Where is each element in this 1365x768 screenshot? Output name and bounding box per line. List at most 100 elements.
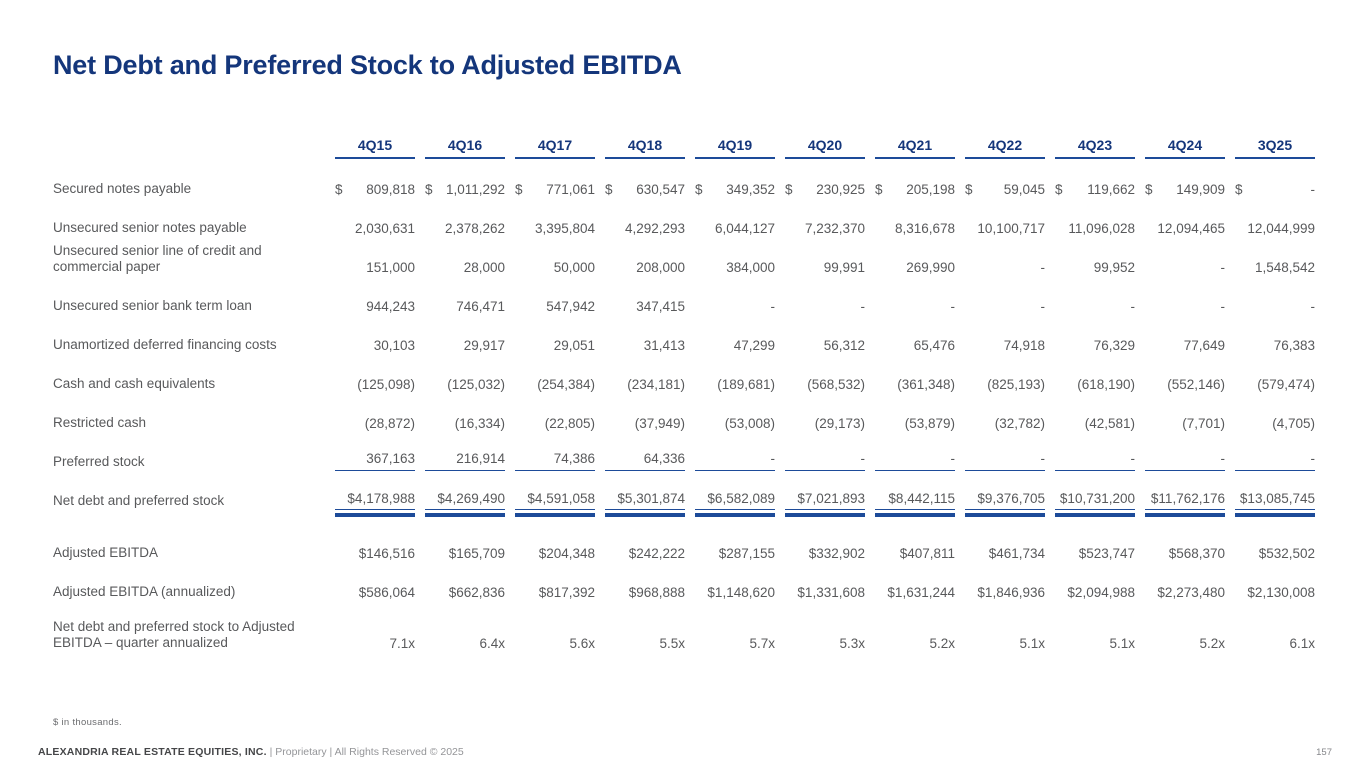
row-label: Adjusted EBITDA [53, 545, 159, 560]
table-cell: 30,103 [325, 337, 415, 354]
table-cell: $630,547 [595, 181, 685, 198]
table-cell: 5.1x [1045, 635, 1135, 652]
cell-value-wrap: $461,734 [965, 545, 1045, 562]
page-number: 157 [1316, 747, 1332, 758]
cell-value-wrap: (28,872) [335, 415, 415, 432]
cell-value: (22,805) [544, 416, 595, 431]
table-cell: 944,243 [325, 298, 415, 315]
table-cell: 5.7x [685, 635, 775, 652]
cell-value-wrap: - [785, 298, 866, 315]
cell-value-wrap: 6.1x [1235, 635, 1315, 652]
table-cell: $4,269,490 [415, 490, 505, 517]
cell-value: 31,413 [643, 338, 685, 353]
cell-value: 367,163 [366, 451, 415, 466]
cell-value-wrap: - [1055, 450, 1135, 471]
table-cell: 56,312 [775, 337, 865, 354]
table-cell: $242,222 [595, 545, 685, 562]
cell-value: 64,336 [643, 451, 685, 466]
cell-value-wrap: $8,442,115 [875, 490, 955, 510]
cell-value-wrap: 384,000 [695, 259, 775, 276]
table-cell: 7,232,370 [775, 220, 865, 237]
cell-value: 29,917 [463, 338, 505, 353]
cell-value-wrap: $119,662 [1055, 181, 1135, 198]
cell-value-wrap: $6,582,089 [695, 490, 775, 510]
cell-value-wrap: 29,917 [425, 337, 505, 354]
dollar-sign: $ [605, 182, 613, 197]
cell-value: $9,376,705 [977, 491, 1045, 506]
cell-value: $146,516 [358, 546, 415, 561]
table-cell: $59,045 [955, 181, 1045, 198]
table-cell: $1,148,620 [685, 584, 775, 601]
cell-value-wrap: 5.2x [1145, 635, 1225, 652]
cell-value: 99,991 [823, 260, 865, 275]
cell-value-wrap: $2,094,988 [1055, 584, 1135, 601]
table-cell: 5.5x [595, 635, 685, 652]
cell-value-wrap: (29,173) [785, 415, 865, 432]
cell-value: 5.7x [749, 636, 775, 651]
table-cell: $1,846,936 [955, 584, 1045, 601]
cell-value-wrap: - [965, 298, 1046, 315]
table-cell: - [1045, 450, 1135, 471]
table-cell: $ - [1225, 181, 1315, 198]
table-cell: 74,386 [505, 450, 595, 471]
cell-value-wrap: 5.5x [605, 635, 685, 652]
table-cell: - [1045, 298, 1136, 315]
cell-value-wrap: - [875, 298, 956, 315]
table-cell: $817,392 [505, 584, 595, 601]
table-cell: 65,476 [865, 337, 955, 354]
cell-value-wrap: (361,348) [875, 376, 955, 393]
cell-value-wrap: $4,178,988 [335, 490, 415, 510]
cell-value-wrap: $1,011,292 [425, 181, 505, 198]
cell-value-wrap: (579,474) [1235, 376, 1315, 393]
table-cell: $287,155 [685, 545, 775, 562]
table-cell: 2,030,631 [325, 220, 415, 237]
cell-value-wrap: $1,846,936 [965, 584, 1045, 601]
cell-value: 11,096,028 [1068, 221, 1135, 236]
cell-value: $1,331,608 [797, 585, 865, 600]
cell-value-wrap: $1,631,244 [875, 584, 955, 601]
table-cell: - [1225, 450, 1315, 471]
table-row: Adjusted EBITDA $146,516 $165,709 $204,348 $… [53, 523, 1316, 562]
cell-value: (361,348) [897, 377, 955, 392]
cell-value-wrap: (37,949) [605, 415, 685, 432]
quarter-header-label: 4Q22 [965, 134, 1045, 159]
cell-value: $5,301,874 [617, 491, 685, 506]
table-cell: - [955, 450, 1045, 471]
table-cell: (125,098) [325, 376, 415, 393]
table-cell: 29,917 [415, 337, 505, 354]
cell-value-wrap: (125,098) [335, 376, 415, 393]
cell-value-wrap: $7,021,893 [785, 490, 865, 510]
cell-value: $242,222 [628, 546, 685, 561]
footer-company: ALEXANDRIA REAL ESTATE EQUITIES, INC. [38, 746, 267, 758]
table-cell: $407,811 [865, 545, 955, 562]
cell-value-wrap: 3,395,804 [515, 220, 595, 237]
table-cell: 76,329 [1045, 337, 1135, 354]
table-cell: $204,348 [505, 545, 595, 562]
cell-value: 771,061 [546, 182, 595, 197]
cell-value-wrap: $4,591,058 [515, 490, 595, 510]
quarter-header-label: 4Q24 [1145, 134, 1225, 159]
cell-value-wrap: - [875, 450, 955, 471]
table-cell: (579,474) [1225, 376, 1315, 393]
table-cell: $165,709 [415, 545, 505, 562]
cell-value-wrap: $242,222 [605, 545, 685, 562]
cell-value: $586,064 [358, 585, 415, 600]
table-cell: 5.6x [505, 635, 595, 652]
row-label: Unsecured senior line of credit and comme… [53, 243, 325, 276]
cell-value-wrap: 5.6x [515, 635, 595, 652]
dollar-sign: $ [515, 182, 523, 197]
cell-value-wrap: 6,044,127 [695, 220, 775, 237]
cell-value-wrap: - [1145, 298, 1226, 315]
quarter-header-label: 3Q25 [1235, 134, 1315, 159]
cell-value: 1,011,292 [445, 182, 505, 197]
cell-value: $10,731,200 [1059, 491, 1135, 506]
cell-value-wrap: $ - [1235, 181, 1315, 198]
row-label: Preferred stock [53, 454, 145, 469]
row-label: Net debt and preferred stock to Adjusted… [53, 619, 325, 652]
cell-value-wrap: 944,243 [335, 298, 415, 315]
cell-value-wrap: $9,376,705 [965, 490, 1045, 510]
cell-value: (37,949) [634, 416, 685, 431]
cell-value: - [770, 299, 776, 314]
cell-value-wrap: $568,370 [1145, 545, 1225, 562]
quarter-header-label: 4Q21 [875, 134, 955, 159]
